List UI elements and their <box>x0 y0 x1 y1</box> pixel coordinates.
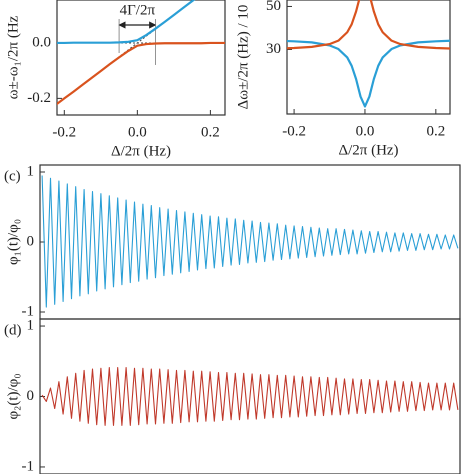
x-tick-label: 0.0 <box>356 123 375 139</box>
axes-frame <box>56 0 226 116</box>
x-tick-label: 0.2 <box>201 124 220 140</box>
x-tick-label: 0.2 <box>426 123 445 139</box>
data-line <box>287 39 450 108</box>
annotation: 4Γ/2π <box>120 2 156 18</box>
y-tick-label: 0 <box>27 388 35 404</box>
data-line <box>41 367 459 426</box>
y-tick-label: 1 <box>27 317 35 333</box>
y-tick-label: 30 <box>266 41 281 57</box>
y-axis-label: φ₁(t)/φ₀ <box>5 219 21 265</box>
panel-label: (c) <box>4 168 21 184</box>
y-tick-label: 0 <box>27 233 35 249</box>
y-tick-label: 0.0 <box>32 34 51 50</box>
x-axis-label: Δ/2π (Hz) <box>111 143 171 159</box>
x-axis-label: Δ/2π (Hz) <box>338 142 398 158</box>
y-axis-label: ω±-ω₁/2π (Hz <box>5 15 21 99</box>
data-line <box>41 175 459 308</box>
x-tick-label: -0.2 <box>282 123 306 139</box>
x-tick-label: 0.0 <box>128 124 147 140</box>
y-tick-label: 1 <box>27 163 35 179</box>
y-tick-label: -1 <box>22 303 35 319</box>
y-tick-label: -0.2 <box>27 90 51 106</box>
y-axis-label: φ₂(t)/φ₀ <box>5 373 21 419</box>
x-tick-label: -0.2 <box>52 124 76 140</box>
y-tick-label: -1 <box>22 458 35 474</box>
guide-line <box>57 0 195 105</box>
data-line <box>287 0 450 50</box>
y-tick-label: 50 <box>266 0 281 14</box>
axes-frame <box>286 0 451 115</box>
panel-label: (d) <box>4 322 22 338</box>
y-axis-label: Δω±/2π (Hz) / 10 <box>235 5 251 110</box>
data-line <box>57 0 196 45</box>
data-line <box>57 41 225 106</box>
